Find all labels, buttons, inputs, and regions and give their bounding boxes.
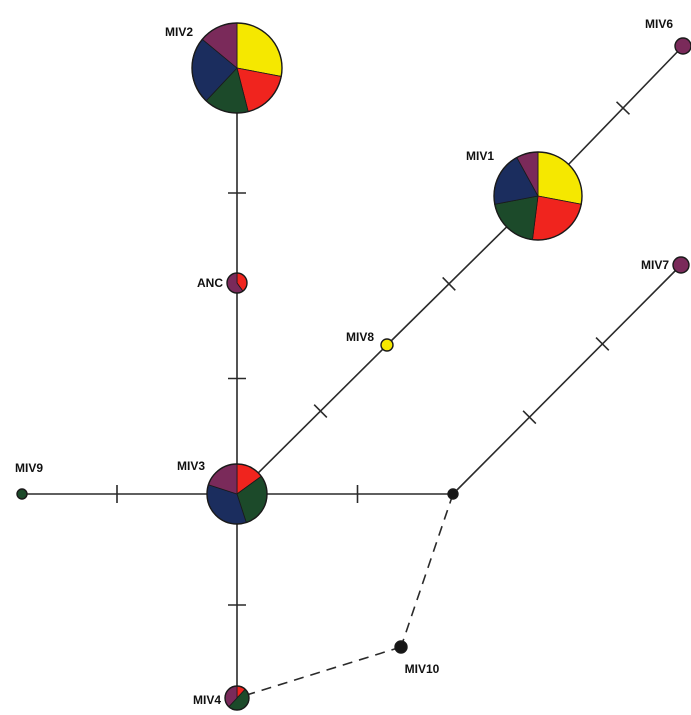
edges-layer — [22, 46, 683, 698]
label-miv8: MIV8 — [346, 330, 374, 344]
node-miv1 — [494, 152, 582, 240]
label-miv7: MIV7 — [641, 258, 669, 272]
edge-j1-miv10 — [401, 494, 453, 647]
edge-miv10-miv4 — [237, 647, 401, 698]
node-anc — [227, 273, 247, 293]
node-miv10 — [395, 641, 407, 653]
edge-miv3-miv8 — [237, 345, 387, 494]
pie-slice-yellow — [538, 152, 582, 204]
node-miv9 — [17, 489, 27, 499]
label-miv3: MIV3 — [177, 459, 205, 473]
label-miv1: MIV1 — [466, 149, 494, 163]
node-miv2 — [192, 23, 282, 113]
node-j1 — [448, 489, 458, 499]
labels-layer: MIV2 MIV6 MIV1 ANC MIV7 MIV8 MIV9 MIV3 MIV10 MIV4 — [15, 17, 673, 707]
node-miv4 — [225, 686, 249, 710]
edge-j1-miv7 — [453, 265, 681, 494]
label-miv4: MIV4 — [193, 693, 221, 707]
pie-slice-yellow — [237, 23, 282, 76]
label-miv9: MIV9 — [15, 461, 43, 475]
node-miv6 — [675, 38, 691, 54]
label-miv6: MIV6 — [645, 17, 673, 31]
node-miv8 — [381, 339, 393, 351]
nodes-layer — [17, 23, 691, 710]
pie-slice-red — [532, 196, 581, 240]
node-miv3 — [207, 464, 267, 524]
label-miv10: MIV10 — [405, 662, 440, 676]
label-miv2: MIV2 — [165, 25, 193, 39]
label-anc: ANC — [197, 276, 223, 290]
node-miv7 — [673, 257, 689, 273]
